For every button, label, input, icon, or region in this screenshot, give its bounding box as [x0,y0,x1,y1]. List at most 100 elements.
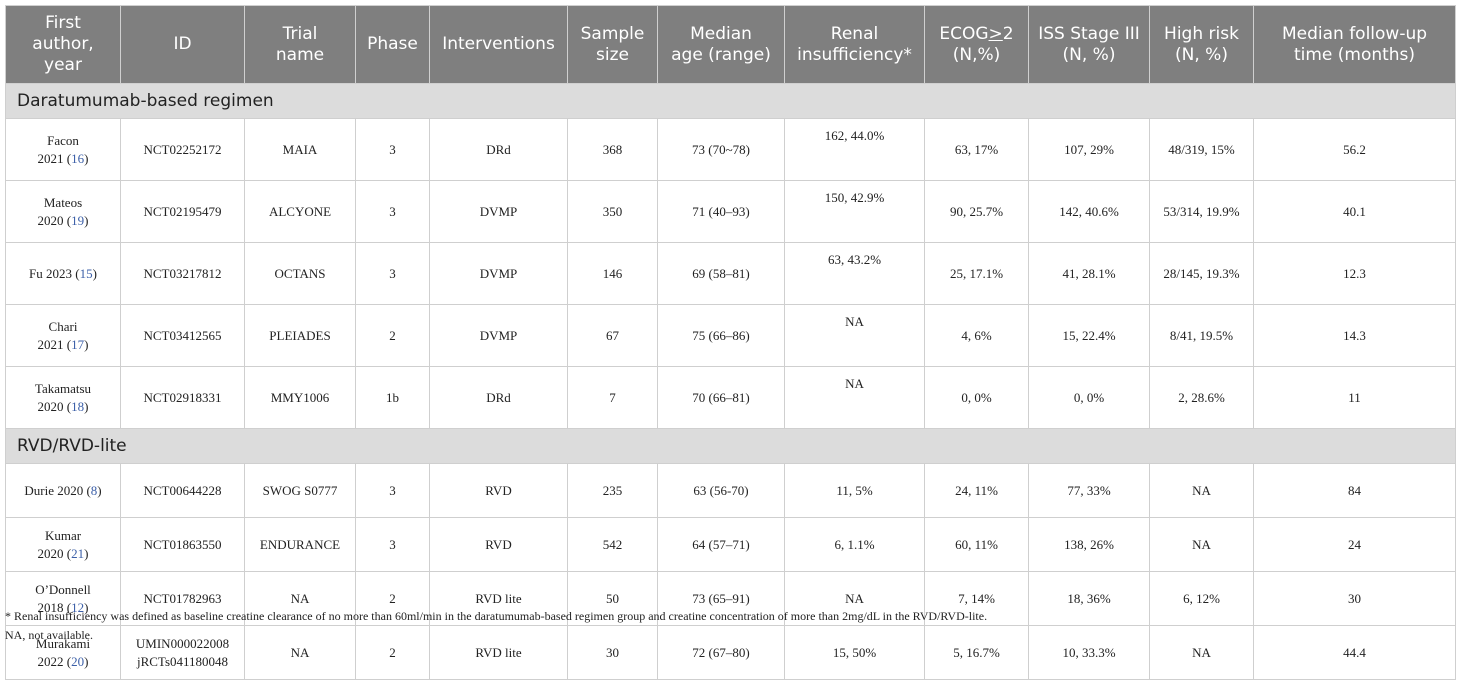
year: 2021 (16) [10,150,116,168]
header-line: Trial [282,23,318,44]
cell-phase: 3 [355,517,430,572]
cell-trial-name: ALCYONE [244,180,356,243]
author-text: Kumar [44,527,82,543]
reference-link[interactable]: 17 [71,336,85,352]
year: 2020 (21) [10,545,116,563]
author: O’Donnell [10,581,116,599]
cell-high-risk: 2, 28.6% [1149,366,1254,429]
header-iss-stage: ISS Stage III (N, %) [1028,5,1150,84]
cell-phase: 2 [355,304,430,367]
cell-ecog: 7, 14% [924,571,1029,626]
cell-renal-insufficiency: 150, 42.9% [784,180,925,243]
reference-link[interactable]: 12 [71,599,85,615]
table-row: Kumar 2020 (21) NCT01863550 ENDURANCE 3 RVD 54… [5,517,1456,572]
paren: ) [84,336,89,352]
cell-author-year: Durie 2020 (8) [5,463,121,518]
reference-link[interactable]: 8 [90,482,98,498]
table-row: Fu 2023 (15) NCT03217812 OCTANS 3 DVMP 146 69 … [5,242,1456,305]
cell-ecog: 4, 6% [924,304,1029,367]
author-text: Mateos [43,194,83,210]
header-ecog: ECOG>2 (N,%) [924,5,1029,84]
author-text: Durie 2020 ( [24,482,91,498]
table-row: Facon 2021 (16) NCT02252172 MAIA 3 DRd 368 73 (… [5,118,1456,181]
header-line: name [275,44,325,65]
reference-link[interactable]: 15 [79,265,93,281]
author: Chari [10,318,116,336]
cell-interventions: DVMP [429,304,568,367]
cell-interventions: DVMP [429,242,568,305]
header-phase: Phase [355,5,430,84]
cell-high-risk: 6, 12% [1149,571,1254,626]
header-line: Renal [830,23,879,44]
header-high-risk: High risk (N, %) [1149,5,1254,84]
year-text: 2021 ( [37,150,72,166]
cell-trial-name: MMY1006 [244,366,356,429]
cell-high-risk: NA [1149,463,1254,518]
cell-follow-up: 84 [1253,463,1456,518]
cell-ecog: 90, 25.7% [924,180,1029,243]
table-row: Durie 2020 (8) NCT00644228 SWOG S0777 3 RVD 2… [5,463,1456,518]
reference-link[interactable]: 18 [71,398,85,414]
cell-iss-stage: 77, 33% [1028,463,1150,518]
footnote-na: NA, not available. [5,628,93,642]
author: Takamatsu [10,380,116,398]
cell-author-year: Takamatsu 2020 (18) [5,366,121,429]
cell-sample-size: 67 [567,304,658,367]
cell-phase: 3 [355,242,430,305]
cell-ecog: 24, 11% [924,463,1029,518]
trial-id: NCT00644228 [143,482,222,498]
trial-id: UMIN000022008 [135,635,230,651]
cell-sample-size: 146 [567,242,658,305]
reference-link[interactable]: 16 [71,150,85,166]
cell-ecog: 60, 11% [924,517,1029,572]
cell-id: NCT03412565 [120,304,245,367]
header-id: ID [120,5,245,84]
table-row: Takamatsu 2020 (18) NCT02918331 MMY1006 1b DR… [5,366,1456,429]
cell-author-year: Kumar 2020 (21) [5,517,121,572]
table-row: Mateos 2020 (19) NCT02195479 ALCYONE 3 DVMP 35… [5,180,1456,243]
cell-trial-name: ENDURANCE [244,517,356,572]
cell-follow-up: 56.2 [1253,118,1456,181]
cell-interventions: RVD [429,463,568,518]
author: Facon [10,132,116,150]
cell-follow-up: 30 [1253,571,1456,626]
cell-median-age: 64 (57–71) [657,517,785,572]
header-line: (N, %) [1062,44,1116,65]
trial-id: NCT03412565 [143,327,222,343]
cell-author-year: O’Donnell 2018 (12) [5,571,121,626]
cell-ecog: 63, 17% [924,118,1029,181]
trial-id: NCT01782963 [143,590,222,606]
cell-high-risk: 8/41, 19.5% [1149,304,1254,367]
cell-follow-up: 14.3 [1253,304,1456,367]
cell-interventions: RVD [429,517,568,572]
footnote-renal: * Renal insufficiency was defined as bas… [5,609,988,623]
cell-id: NCT01782963 [120,571,245,626]
header-sample-size: Sample size [567,5,658,84]
author-text: Fu 2023 ( [29,265,80,281]
cell-id: NCT02918331 [120,366,245,429]
year: 2022 (20) [10,653,116,671]
cell-iss-stage: 41, 28.1% [1028,242,1150,305]
header-line: High risk [1164,23,1239,44]
table-footnotes: * Renal insufficiency was defined as bas… [5,607,1455,645]
reference-link[interactable]: 21 [71,545,85,561]
reference-link[interactable]: 20 [71,653,85,669]
header-median-age: Median age (range) [657,5,785,84]
cell-renal-insufficiency: 63, 43.2% [784,242,925,305]
year-text: 2020 ( [37,212,72,228]
year: 2018 (12) [10,599,116,617]
cell-trial-name: PLEIADES [244,304,356,367]
cell-iss-stage: 0, 0% [1028,366,1150,429]
cell-sample-size: 542 [567,517,658,572]
section-title: Daratumumab-based regimen [5,83,1456,119]
year-text: 2020 ( [37,398,72,414]
year-text: 2020 ( [37,545,72,561]
cell-high-risk: 53/314, 19.9% [1149,180,1254,243]
header-line: Median follow-up [1281,23,1428,44]
cell-high-risk: 48/319, 15% [1149,118,1254,181]
header-line: insufficiency* [797,44,912,65]
trial-id: NCT01863550 [143,536,222,552]
cell-interventions: DVMP [429,180,568,243]
reference-link[interactable]: 19 [71,212,85,228]
cell-iss-stage: 138, 26% [1028,517,1150,572]
